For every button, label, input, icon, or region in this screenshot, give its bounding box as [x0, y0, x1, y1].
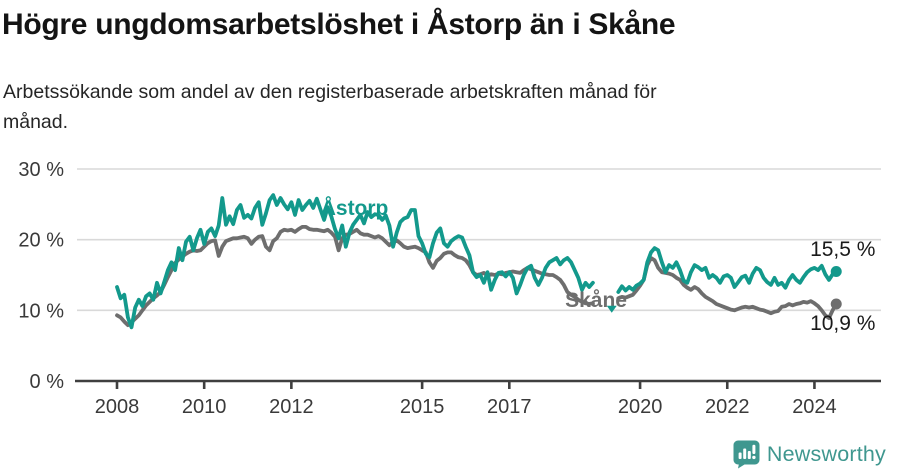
chart-subtitle: Arbetssökande som andel av den registerb…	[3, 77, 900, 137]
x-tick-label: 2008	[95, 396, 140, 418]
x-tick-label: 2022	[705, 396, 750, 418]
x-tick-label: 2020	[618, 396, 663, 418]
astorp-line	[115, 193, 839, 330]
gap-marker-triangle	[606, 305, 617, 313]
line-chart: 0 % 10 % 20 % 30 % 2008 2010 2012 2015 2017 2020 2…	[0, 150, 900, 440]
y-tick-label: 30 %	[18, 159, 64, 181]
logo-exclamation-dot	[752, 455, 756, 460]
skane-end-dot	[830, 298, 842, 310]
x-tick-label: 2024	[792, 396, 837, 418]
logo-bar-1	[738, 452, 742, 459]
chart-footer: Newsworthy	[733, 440, 886, 469]
astorp-end-dot	[830, 265, 842, 277]
chart-subtitle-line1: Arbetssökande som andel av den registerb…	[3, 81, 657, 103]
logo-bar-3	[747, 451, 751, 459]
logo-bubble-shape	[733, 440, 760, 469]
x-tick-label: 2017	[487, 396, 532, 418]
x-tick-label: 2015	[400, 396, 445, 418]
series-label-skane: Skåne	[565, 289, 627, 312]
logo-bar-2	[743, 448, 747, 459]
x-tick-label: 2010	[182, 396, 227, 418]
newsworthy-logo: Newsworthy	[733, 440, 886, 469]
y-tick-label: 0 %	[30, 371, 65, 393]
x-tick-label: 2012	[269, 396, 314, 418]
logo-exclamation-stem	[752, 444, 756, 454]
chart-header: Högre ungdomsarbetslöshet i Åstorp än i …	[0, 0, 900, 137]
end-value-label: 15,5 %	[810, 238, 875, 261]
chart-canvas: 0 % 10 % 20 % 30 % 2008 2010 2012 2015 2017 2020 2…	[18, 159, 881, 418]
newsworthy-logo-icon	[733, 440, 760, 469]
end-value-label: 10,9 %	[810, 312, 875, 335]
skane-line	[115, 225, 839, 328]
newsworthy-logo-text: Newsworthy	[766, 442, 886, 466]
series-label-astorp: Åstorp	[321, 196, 389, 220]
chart-subtitle-line2: månad.	[3, 111, 69, 133]
y-tick-label: 20 %	[18, 230, 64, 252]
y-tick-label: 10 %	[18, 300, 64, 322]
page-title: Högre ungdomsarbetslöshet i Åstorp än i …	[2, 8, 676, 41]
